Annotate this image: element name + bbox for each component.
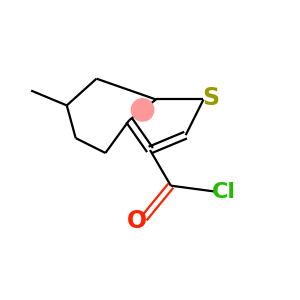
Text: Cl: Cl <box>212 182 236 202</box>
Circle shape <box>131 98 154 122</box>
Text: O: O <box>127 209 147 233</box>
Text: S: S <box>202 86 220 110</box>
